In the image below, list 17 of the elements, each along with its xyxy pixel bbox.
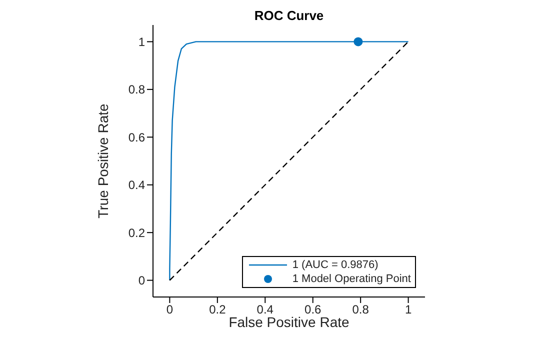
x-tick-label: 1: [404, 302, 412, 317]
x-tick-label: 0.6: [304, 302, 322, 317]
y-tick-label: 0.8: [128, 82, 146, 97]
x-axis-title: False Positive Rate: [228, 314, 350, 330]
y-tick-label: 0.4: [128, 178, 146, 192]
x-tick-label: 0: [166, 302, 174, 317]
legend-label: 1 (AUC = 0.9876): [292, 259, 378, 271]
y-tick-label: 1: [138, 34, 146, 49]
y-axis-title: True Positive Rate: [94, 103, 111, 218]
chart-title: ROC Curve: [253, 8, 325, 23]
y-tick-label: 0.2: [128, 226, 146, 240]
x-tick-label: 0.2: [209, 302, 226, 317]
y-tick-label: 0: [138, 274, 146, 288]
legend-label: 1 Model Operating Point: [292, 273, 411, 285]
y-tick-label: 0.6: [128, 130, 146, 144]
x-tick-label: 0.8: [352, 302, 370, 317]
x-tick-label: 0.4: [256, 302, 274, 317]
